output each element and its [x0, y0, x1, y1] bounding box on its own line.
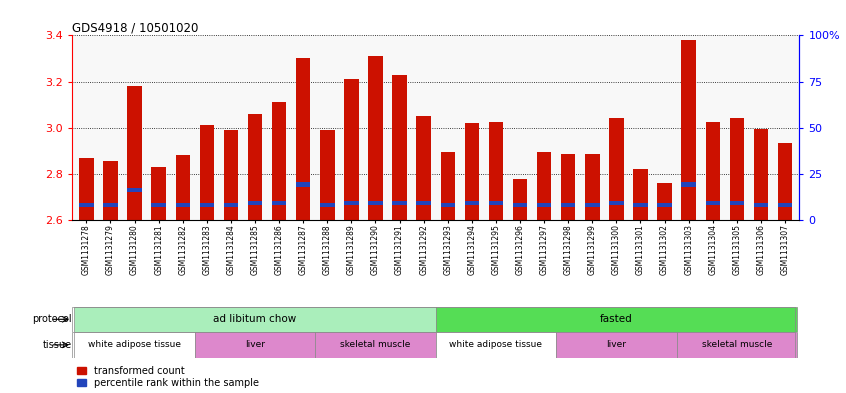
Bar: [513, 178, 527, 220]
Bar: [368, 56, 382, 220]
Bar: [368, 201, 382, 205]
Bar: [127, 188, 142, 193]
Bar: [80, 158, 94, 220]
Bar: [175, 203, 190, 208]
Bar: [754, 203, 768, 208]
Bar: [681, 182, 696, 187]
Bar: [416, 201, 431, 205]
Bar: [777, 203, 792, 208]
Bar: [706, 122, 720, 220]
Bar: [74, 332, 195, 358]
Bar: [436, 332, 556, 358]
Bar: [151, 167, 166, 220]
Bar: [200, 203, 214, 208]
Bar: [777, 143, 792, 220]
Bar: [344, 79, 359, 220]
Bar: [80, 203, 94, 208]
Bar: [464, 201, 479, 205]
Bar: [634, 203, 648, 208]
Bar: [634, 169, 648, 220]
Bar: [677, 332, 797, 358]
Bar: [513, 203, 527, 208]
Text: skeletal muscle: skeletal muscle: [701, 340, 772, 349]
Bar: [561, 154, 575, 220]
Bar: [441, 152, 455, 220]
Bar: [609, 201, 624, 205]
Bar: [296, 59, 310, 220]
Text: protocol: protocol: [32, 314, 71, 324]
Bar: [127, 86, 142, 220]
Text: GDS4918 / 10501020: GDS4918 / 10501020: [72, 21, 198, 34]
Bar: [729, 119, 744, 220]
Text: white adipose tissue: white adipose tissue: [88, 340, 181, 349]
Text: fasted: fasted: [600, 314, 633, 324]
Bar: [729, 201, 744, 205]
Text: ad libitum chow: ad libitum chow: [213, 314, 297, 324]
Bar: [272, 201, 286, 205]
Bar: [248, 114, 262, 220]
Bar: [489, 122, 503, 220]
Bar: [175, 156, 190, 220]
Bar: [464, 123, 479, 220]
Bar: [320, 203, 334, 208]
Bar: [344, 201, 359, 205]
Bar: [248, 201, 262, 205]
Bar: [556, 332, 677, 358]
Bar: [585, 203, 600, 208]
Bar: [151, 203, 166, 208]
Bar: [561, 203, 575, 208]
Bar: [706, 201, 720, 205]
Bar: [272, 102, 286, 220]
Bar: [223, 203, 238, 208]
Bar: [316, 332, 436, 358]
Bar: [103, 161, 118, 220]
Bar: [537, 203, 552, 208]
Text: liver: liver: [245, 340, 265, 349]
Bar: [657, 203, 672, 208]
Bar: [200, 125, 214, 220]
Bar: [195, 332, 316, 358]
Bar: [441, 203, 455, 208]
Bar: [416, 116, 431, 220]
Text: white adipose tissue: white adipose tissue: [449, 340, 542, 349]
Bar: [489, 201, 503, 205]
Bar: [393, 201, 407, 205]
Bar: [296, 182, 310, 187]
Bar: [393, 75, 407, 220]
Text: liver: liver: [607, 340, 626, 349]
Text: skeletal muscle: skeletal muscle: [340, 340, 410, 349]
Bar: [537, 152, 552, 220]
Legend: transformed count, percentile rank within the sample: transformed count, percentile rank withi…: [77, 366, 259, 388]
Bar: [585, 154, 600, 220]
Bar: [754, 129, 768, 220]
Text: tissue: tissue: [42, 340, 71, 350]
Bar: [657, 183, 672, 220]
Bar: [103, 203, 118, 208]
Bar: [681, 40, 696, 220]
Bar: [320, 130, 334, 220]
Bar: [436, 307, 797, 332]
Bar: [609, 119, 624, 220]
Bar: [74, 307, 436, 332]
Bar: [223, 130, 238, 220]
